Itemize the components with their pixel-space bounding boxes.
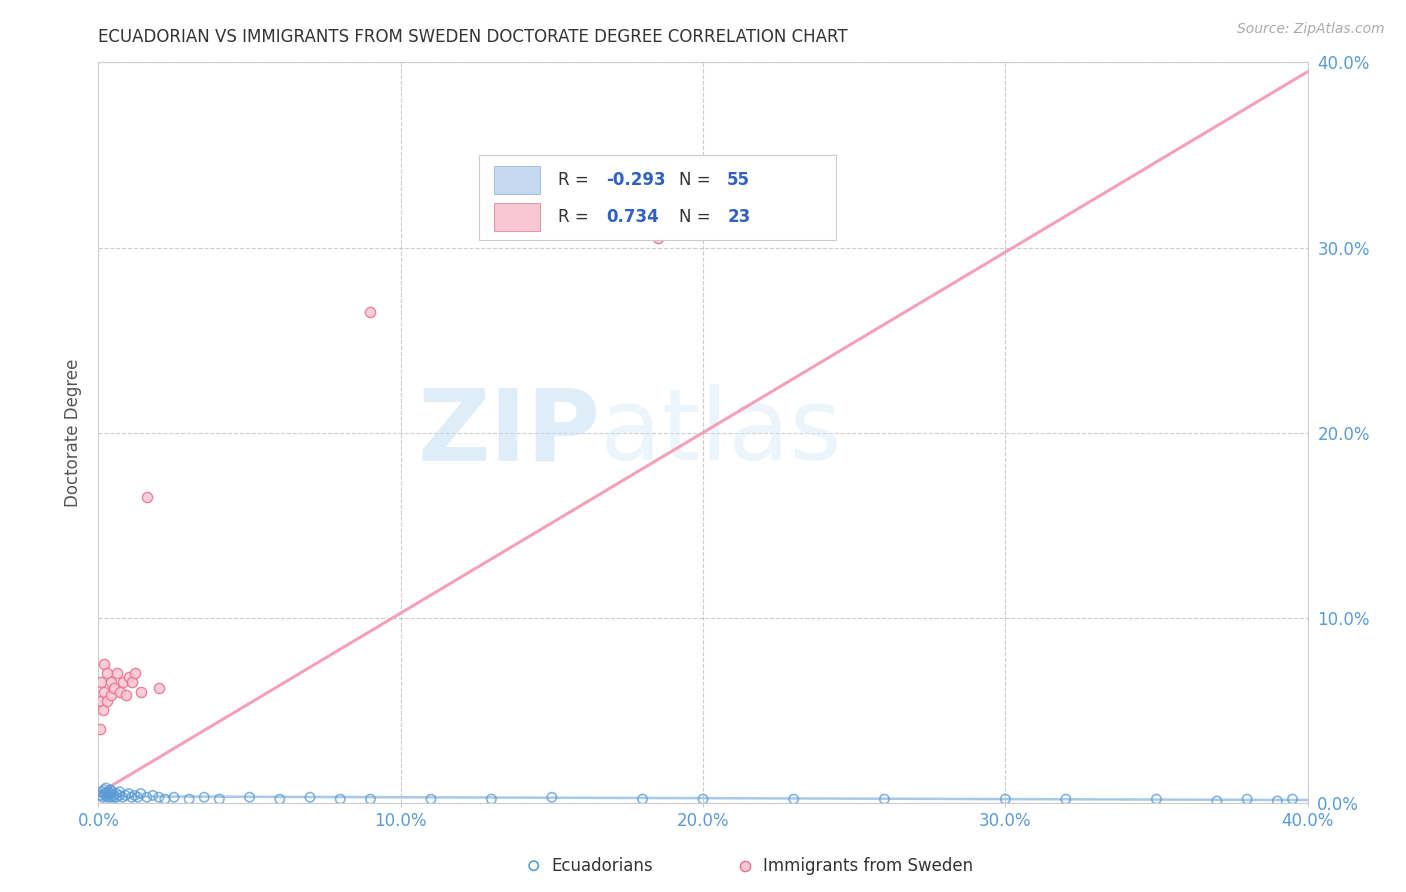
Text: 0.734: 0.734 xyxy=(606,208,659,227)
Point xyxy=(121,675,143,690)
Text: atlas: atlas xyxy=(600,384,842,481)
Point xyxy=(93,657,115,671)
Text: N =: N = xyxy=(679,171,716,189)
Point xyxy=(108,685,131,699)
FancyBboxPatch shape xyxy=(479,155,837,240)
Point xyxy=(91,703,114,717)
Point xyxy=(114,789,136,803)
Point xyxy=(129,685,152,699)
Point xyxy=(91,790,114,805)
Point xyxy=(124,666,146,681)
Point xyxy=(124,789,146,803)
Point xyxy=(179,792,201,806)
Point xyxy=(135,491,157,505)
Point xyxy=(692,792,714,806)
Point xyxy=(105,790,128,805)
Point xyxy=(208,792,231,806)
Point xyxy=(121,790,143,805)
Point xyxy=(1054,792,1077,806)
Point xyxy=(98,789,121,803)
Point xyxy=(360,305,382,319)
Text: Ecuadorians: Ecuadorians xyxy=(551,856,654,875)
Point xyxy=(142,789,165,803)
Point xyxy=(91,785,114,799)
Point xyxy=(103,789,125,803)
FancyBboxPatch shape xyxy=(494,203,540,231)
Text: -0.293: -0.293 xyxy=(606,171,666,189)
Point xyxy=(111,790,134,805)
Point xyxy=(1144,792,1167,806)
Point xyxy=(89,722,111,736)
Point xyxy=(129,787,152,801)
Point xyxy=(148,790,170,805)
Point xyxy=(631,792,654,806)
Point xyxy=(100,782,122,797)
Point xyxy=(101,785,124,799)
Point xyxy=(135,790,157,805)
Point xyxy=(1281,792,1303,806)
Point xyxy=(103,790,125,805)
Point xyxy=(481,792,503,806)
Text: 23: 23 xyxy=(727,208,751,227)
Point xyxy=(127,790,149,805)
Point xyxy=(783,792,806,806)
Point xyxy=(94,789,117,803)
Point xyxy=(153,792,176,806)
Point xyxy=(108,785,131,799)
Point xyxy=(100,675,122,690)
Point xyxy=(994,792,1017,806)
Point xyxy=(1236,792,1258,806)
Point xyxy=(118,787,141,801)
Point xyxy=(96,694,118,708)
Text: ECUADORIAN VS IMMIGRANTS FROM SWEDEN DOCTORATE DEGREE CORRELATION CHART: ECUADORIAN VS IMMIGRANTS FROM SWEDEN DOC… xyxy=(98,28,848,45)
Text: 55: 55 xyxy=(727,171,751,189)
Point xyxy=(96,666,118,681)
FancyBboxPatch shape xyxy=(494,166,540,194)
Point xyxy=(100,787,122,801)
Point xyxy=(90,675,112,690)
Point xyxy=(1206,794,1229,808)
Point xyxy=(540,790,562,805)
Point xyxy=(90,694,112,708)
Point xyxy=(360,792,382,806)
Text: R =: R = xyxy=(558,171,593,189)
Point xyxy=(148,681,170,695)
Text: Immigrants from Sweden: Immigrants from Sweden xyxy=(763,856,973,875)
Point xyxy=(105,787,128,801)
Point xyxy=(105,666,128,681)
Text: Source: ZipAtlas.com: Source: ZipAtlas.com xyxy=(1237,22,1385,37)
Point xyxy=(329,792,352,806)
Point xyxy=(239,790,262,805)
Point xyxy=(193,790,215,805)
Text: R =: R = xyxy=(558,208,593,227)
Point xyxy=(97,785,120,799)
Point xyxy=(93,787,115,801)
Point xyxy=(118,670,141,684)
Point xyxy=(114,689,136,703)
Point xyxy=(90,789,112,803)
Point xyxy=(100,790,122,805)
Point xyxy=(93,685,115,699)
Text: ZIP: ZIP xyxy=(418,384,600,481)
Point xyxy=(93,782,115,797)
Point xyxy=(103,681,125,695)
Y-axis label: Doctorate Degree: Doctorate Degree xyxy=(65,359,83,507)
Point xyxy=(873,792,896,806)
Point xyxy=(100,689,122,703)
Point xyxy=(269,792,291,806)
Point xyxy=(111,675,134,690)
Point xyxy=(1267,794,1289,808)
Point xyxy=(299,790,322,805)
Point xyxy=(647,231,669,245)
Point xyxy=(96,790,118,805)
Point xyxy=(163,790,186,805)
Text: N =: N = xyxy=(679,208,716,227)
Point xyxy=(108,789,131,803)
Point xyxy=(94,780,117,795)
Point xyxy=(420,792,443,806)
Point xyxy=(96,787,118,801)
